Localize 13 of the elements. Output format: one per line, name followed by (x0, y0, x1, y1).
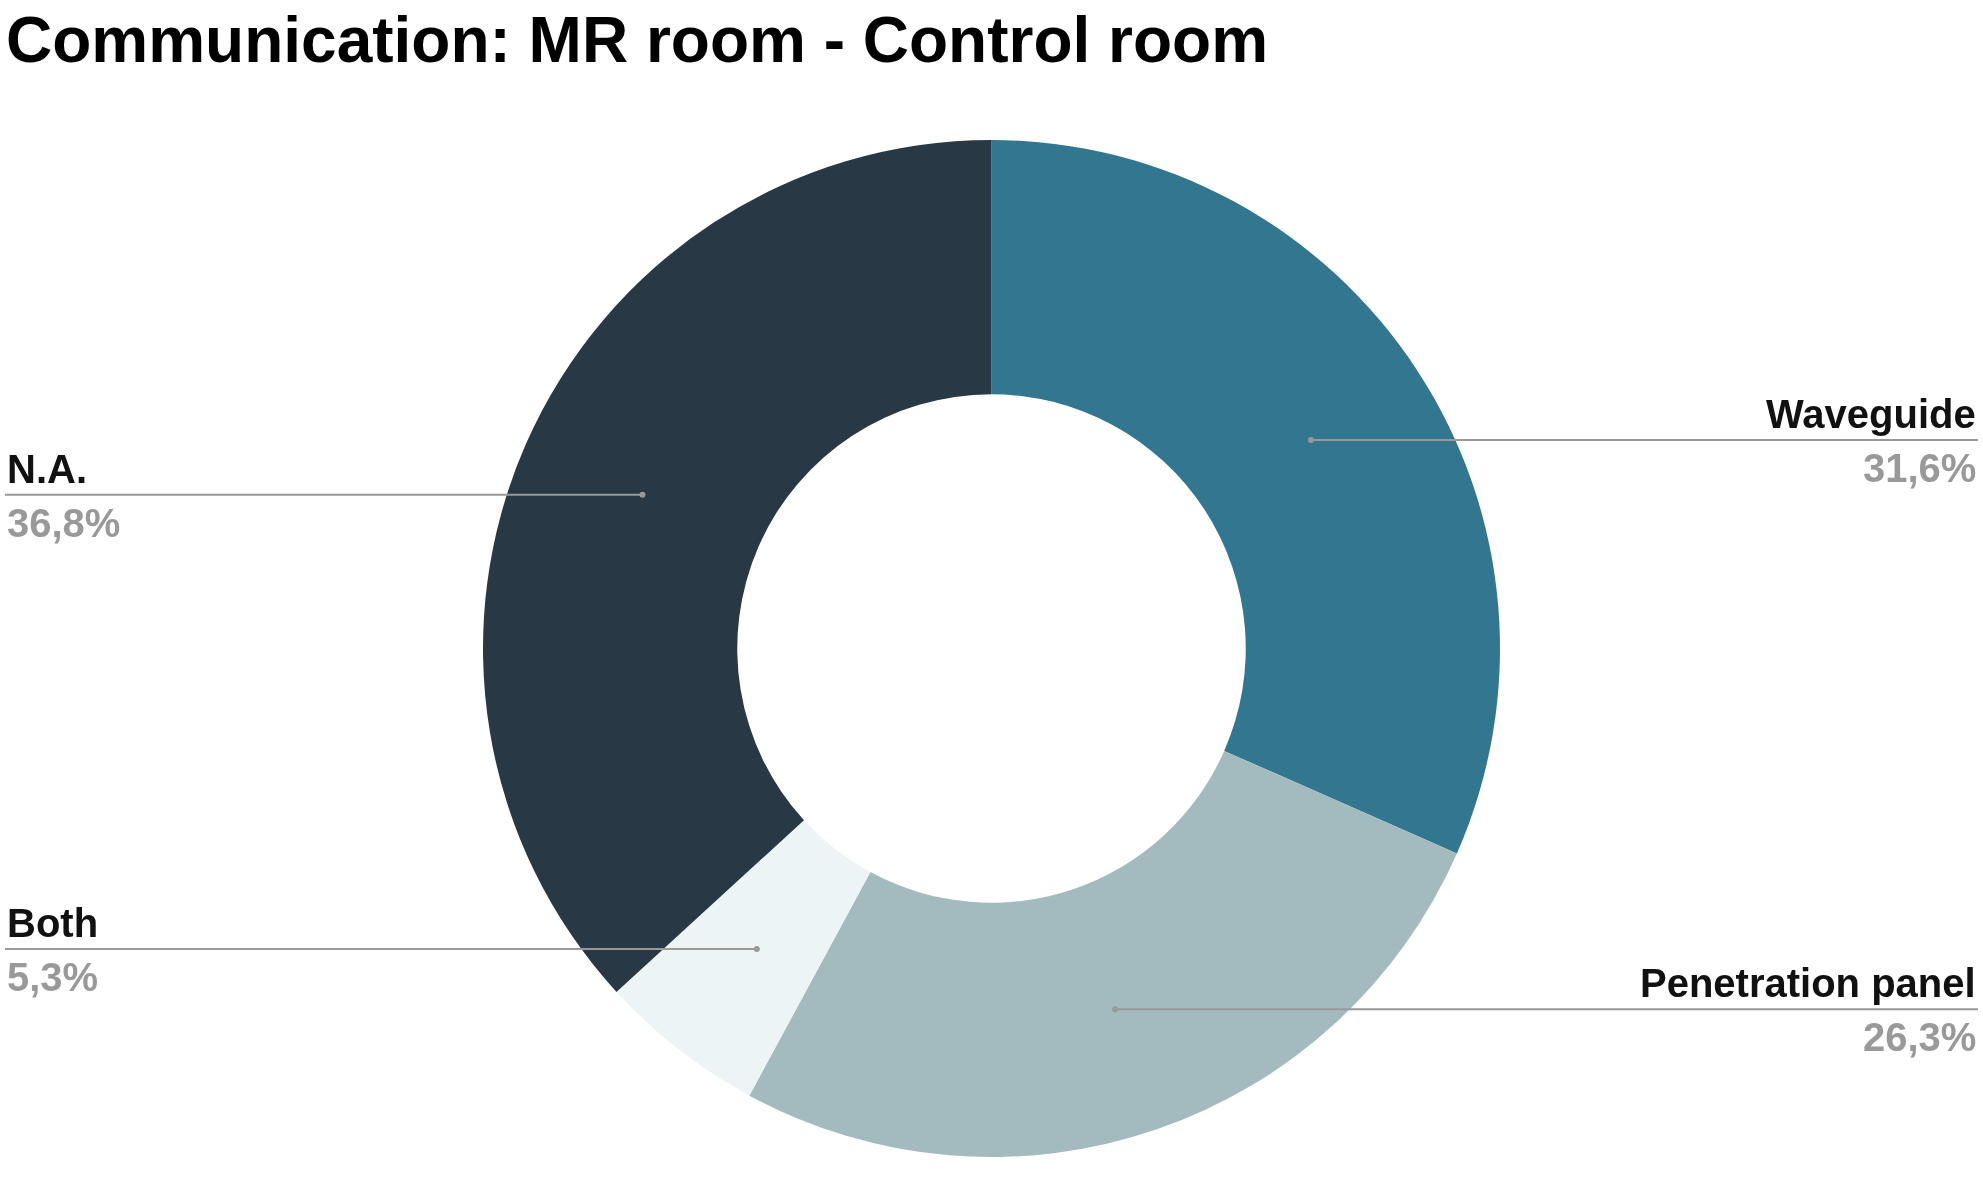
donut-slice (991, 140, 1500, 854)
donut-slice (749, 750, 1457, 1157)
slice-label: Both (7, 901, 99, 945)
slice-label: N.A. (7, 447, 87, 491)
donut-slice (616, 820, 871, 1096)
donut-slice (483, 140, 992, 992)
slice-label: Waveguide (1766, 392, 1976, 436)
data-label: 5,3% (7, 955, 99, 999)
data-label: 26,3% (1863, 1015, 1977, 1059)
slice-label: Penetration panel (1640, 961, 1976, 1005)
data-label: 36,8% (7, 501, 121, 545)
chart-title: Communication: MR room - Control room (5, 4, 1269, 77)
data-label: 31,6% (1863, 446, 1977, 490)
